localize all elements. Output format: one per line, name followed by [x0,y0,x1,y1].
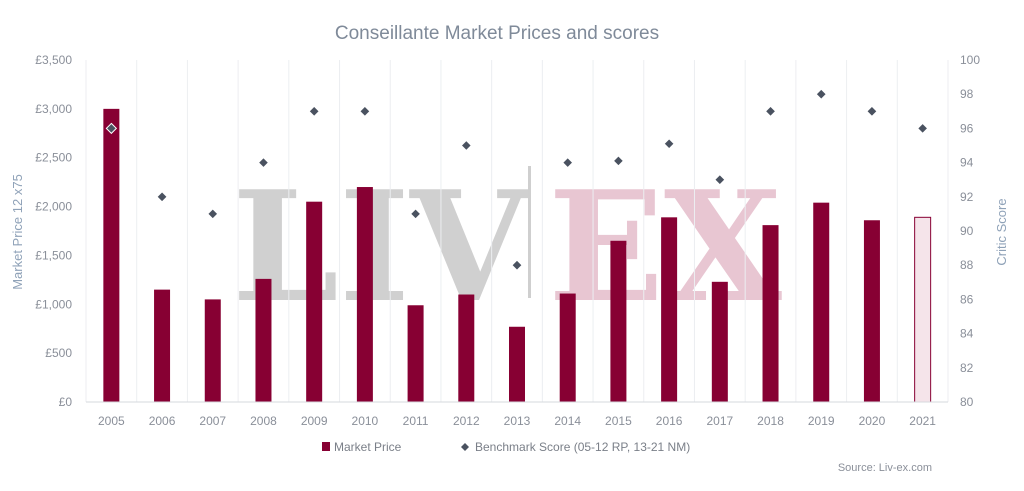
x-axis-tick-label-2020: 2020 [859,414,886,428]
left-axis-tick-label: £1,000 [35,297,72,311]
market-price-bar-2017 [711,281,728,402]
market-price-bar-2008 [255,278,272,402]
right-axis-tick-label: 82 [960,361,974,375]
benchmark-score-point-2012 [460,139,473,152]
market-price-bar-2021 [914,216,932,403]
watermark-left-text: LIV [232,157,531,336]
market-price-bar-2006 [154,289,171,402]
benchmark-score-point-2017 [714,173,726,186]
benchmark-score-point-2010 [359,105,371,118]
right-axis-tick-label: 100 [960,53,980,67]
benchmark-score-point-2013 [511,259,523,271]
right-axis-tick-label: 88 [960,258,974,272]
benchmark-score-point-2020 [866,105,878,118]
market-price-bar-2012 [458,294,475,402]
source-note: Source: Liv-ex.com [838,462,932,474]
x-axis-tick-label-2018: 2018 [757,414,784,428]
right-axis-tick-label: 96 [960,121,974,135]
benchmark-score-point-2014 [561,156,574,169]
x-axis-tick-label-2013: 2013 [504,414,531,428]
x-axis-tick-label-2010: 2010 [352,414,379,428]
benchmark-score-point-2016 [663,138,675,150]
x-axis-tick-label-2014: 2014 [554,414,581,428]
x-axis-tick-label-2005: 2005 [98,414,125,428]
market-price-bar-2016 [661,217,678,402]
right-axis-tick-label: 94 [960,156,974,170]
x-axis-tick-label-2006: 2006 [149,414,176,428]
benchmark-score-point-2021 [916,122,929,135]
market-price-bar-2013 [509,326,525,402]
right-axis-tick-label: 84 [960,327,974,341]
market-price-bar-2015 [610,240,627,402]
left-axis-tick-labels: £0 £500 £1,000 £1,500 £2,000 £2,500 £3,000 £3,5… [35,53,72,409]
right-axis-tick-label: 98 [960,87,974,101]
legend-benchmark-score-swatch [461,443,469,451]
benchmark-score-point-2011 [409,208,422,220]
x-axis-tick-label-2016: 2016 [656,414,683,428]
left-axis-tick-label: £2,000 [35,200,72,214]
market-price-bar-2007 [204,299,221,402]
right-axis-title: Critic Score [994,198,1009,265]
legend-market-price-swatch [322,442,330,451]
left-axis-tick-label: £1,500 [35,248,72,262]
legend-market-price-label: Market Price [334,440,402,454]
right-axis-tick-label: 90 [960,224,974,238]
legend-benchmark-score-label: Benchmark Score (05-12 RP, 13-21 NM) [475,440,690,454]
benchmark-score-point-2015 [612,155,625,167]
watermark-divider [528,166,531,298]
left-axis-title: Market Price 12 x75 [10,174,25,290]
right-axis-tick-label: 92 [960,190,974,204]
x-axis-tick-labels: 2005 2006 2007 2008 2009 2010 2011 2012 2013 2014… [98,414,936,428]
left-axis-tick-label: £3,000 [35,102,72,116]
x-axis-tick-label-2019: 2019 [808,414,835,428]
chart-legend: Market Price Benchmark Score (05-12 RP, … [322,440,690,454]
x-axis-tick-label-2009: 2009 [301,414,328,428]
market-price-bar-2009 [306,201,323,402]
x-axis-tick-label-2012: 2012 [453,414,480,428]
x-axis-tick-label-2011: 2011 [403,414,429,428]
market-price-bar-2020 [863,220,880,402]
market-price-bar-2019 [813,202,830,402]
benchmark-score-point-2018 [764,105,777,118]
left-axis-tick-label: £0 [59,395,73,409]
chart-title: Conseillante Market Prices and scores [335,23,659,44]
benchmark-score-point-2005 [105,122,118,135]
left-axis-tick-label: £500 [45,346,72,360]
x-axis-tick-label-2017: 2017 [706,414,733,428]
market-price-bar-2010 [356,187,373,402]
market-price-bar-2005 [103,108,120,402]
benchmark-score-point-2009 [308,105,320,118]
x-axis-tick-label-2008: 2008 [250,414,277,428]
x-axis-tick-label-2021: 2021 [909,414,936,428]
market-price-bar-2018 [762,225,779,402]
x-axis-tick-label-2015: 2015 [605,414,632,428]
benchmark-score-points [105,88,929,271]
right-axis-tick-label: 80 [960,395,974,409]
market-price-bar-2011 [407,305,424,402]
left-axis-tick-label: £3,500 [35,53,72,67]
right-axis-tick-label: 86 [960,292,974,306]
benchmark-score-point-2019 [815,88,827,100]
benchmark-score-point-2007 [207,208,219,220]
vertical-gridlines [85,60,949,402]
market-price-bars [103,108,932,403]
left-axis-tick-label: £2,500 [35,151,72,165]
x-axis-tick-label-2007: 2007 [199,414,226,428]
benchmark-score-point-2008 [257,156,270,169]
benchmark-score-point-2006 [156,191,168,203]
right-axis-tick-labels: 80 82 84 86 88 90 92 94 96 98 100 [960,53,980,409]
market-price-bar-2014 [559,293,576,402]
